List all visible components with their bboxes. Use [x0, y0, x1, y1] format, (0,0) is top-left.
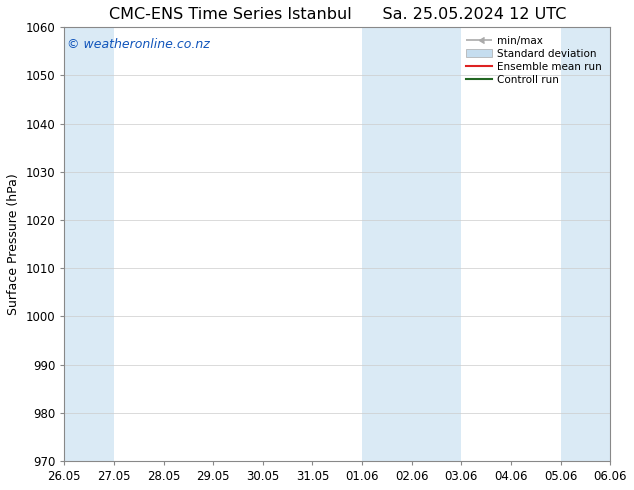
Text: © weatheronline.co.nz: © weatheronline.co.nz: [67, 38, 210, 51]
Title: CMC-ENS Time Series Istanbul      Sa. 25.05.2024 12 UTC: CMC-ENS Time Series Istanbul Sa. 25.05.2…: [108, 7, 566, 22]
Legend: min/max, Standard deviation, Ensemble mean run, Controll run: min/max, Standard deviation, Ensemble me…: [463, 32, 605, 88]
Bar: [411, 27, 462, 461]
Bar: [64, 27, 114, 461]
Bar: [611, 27, 634, 461]
Bar: [362, 27, 411, 461]
Y-axis label: Surface Pressure (hPa): Surface Pressure (hPa): [7, 173, 20, 315]
Bar: [560, 27, 611, 461]
